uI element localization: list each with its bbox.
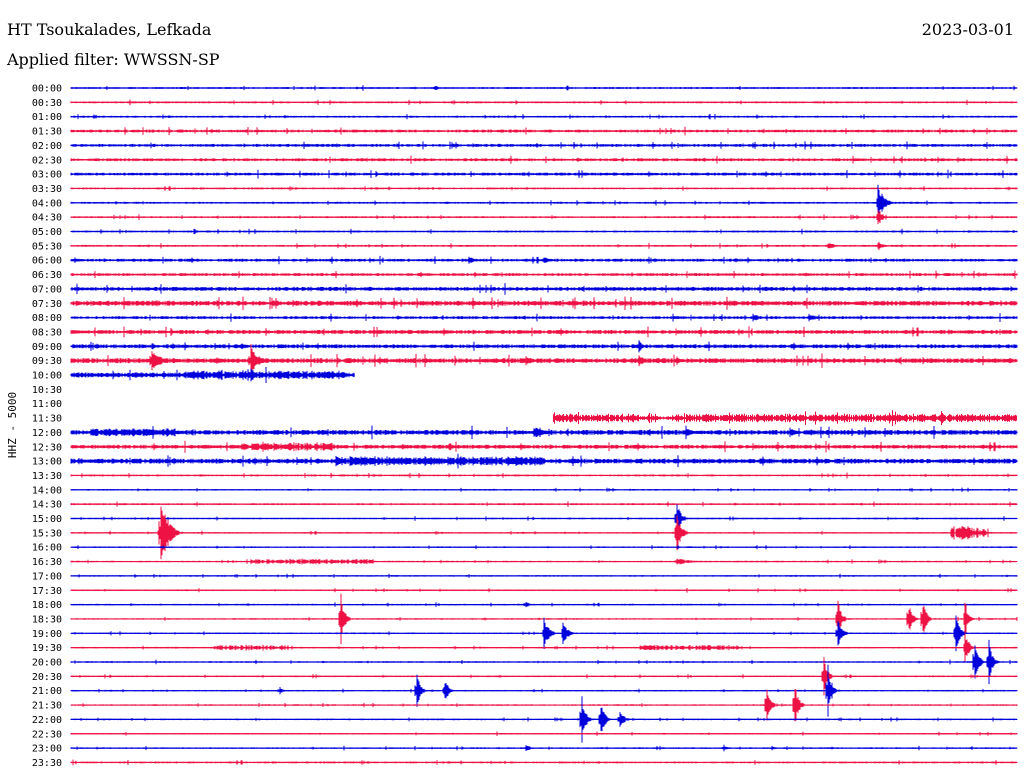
row-time-label: 00:30 [32, 98, 62, 109]
row-time-label: 13:00 [32, 457, 62, 468]
row-time-label: 10:30 [32, 385, 62, 396]
row-time-label: 05:00 [32, 227, 62, 238]
row-time-label: 09:30 [32, 356, 62, 367]
row-time-label: 21:00 [32, 686, 62, 697]
row-time-label: 07:30 [32, 299, 62, 310]
row-time-label: 18:00 [32, 600, 62, 611]
row-time-label: 10:00 [32, 371, 62, 382]
seismic-traces [70, 85, 1018, 766]
row-time-label: 03:30 [32, 184, 62, 195]
row-time-label: 07:00 [32, 284, 62, 295]
row-time-label: 12:00 [32, 428, 62, 439]
row-time-label: 09:00 [32, 342, 62, 353]
row-time-label: 13:30 [32, 471, 62, 482]
row-time-label: 02:00 [32, 141, 62, 152]
row-time-label: 23:30 [32, 758, 62, 769]
station-title: HT Tsoukalades, Lefkada [7, 20, 212, 39]
row-time-label: 17:30 [32, 586, 62, 597]
row-time-label: 11:30 [32, 414, 62, 425]
row-time-label: 06:30 [32, 270, 62, 281]
row-time-label: 23:00 [32, 744, 62, 755]
row-time-label: 00:00 [32, 84, 62, 95]
row-time-label: 08:00 [32, 313, 62, 324]
row-time-label: 15:30 [32, 528, 62, 539]
row-time-label: 20:00 [32, 658, 62, 669]
row-time-label: 19:30 [32, 643, 62, 654]
row-time-labels: 00:00 00:30 01:00 01:30 02:00 02:30 03:00 03:30… [32, 84, 62, 769]
row-time-label: 12:30 [32, 442, 62, 453]
row-time-label: 03:00 [32, 170, 62, 181]
row-time-label: 04:30 [32, 213, 62, 224]
row-time-label: 04:00 [32, 198, 62, 209]
row-time-label: 06:00 [32, 256, 62, 267]
row-time-label: 08:30 [32, 327, 62, 338]
row-time-label: 17:00 [32, 571, 62, 582]
row-time-label: 21:30 [32, 701, 62, 712]
row-time-label: 22:00 [32, 715, 62, 726]
row-time-label: 11:00 [32, 399, 62, 410]
row-time-label: 14:00 [32, 485, 62, 496]
row-time-label: 15:00 [32, 514, 62, 525]
row-time-label: 16:00 [32, 543, 62, 554]
row-time-label: 20:30 [32, 672, 62, 683]
row-time-label: 19:00 [32, 629, 62, 640]
row-time-label: 16:30 [32, 557, 62, 568]
row-time-label: 02:30 [32, 155, 62, 166]
date-label: 2023-03-01 [921, 20, 1014, 39]
channel-label: HHZ - 5000 [6, 392, 19, 458]
row-time-label: 05:30 [32, 241, 62, 252]
row-time-label: 22:30 [32, 729, 62, 740]
row-time-label: 18:30 [32, 614, 62, 625]
row-time-label: 14:30 [32, 500, 62, 511]
row-time-label: 01:30 [32, 127, 62, 138]
filter-label: Applied filter: WWSSN-SP [7, 50, 220, 69]
row-time-label: 01:00 [32, 112, 62, 123]
